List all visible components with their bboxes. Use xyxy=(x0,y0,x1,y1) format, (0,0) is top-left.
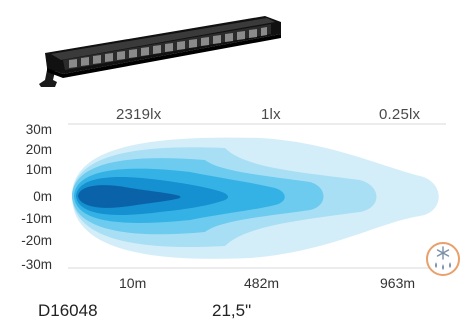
x-label-far: 963m xyxy=(380,275,416,291)
y-label-neg20: -20m xyxy=(21,233,52,248)
light-bar-image xyxy=(39,16,281,87)
y-label-10: 10m xyxy=(25,162,52,177)
lux-label-near: 2319lx xyxy=(116,106,162,123)
y-label-neg10: -10m xyxy=(21,211,52,226)
x-label-near: 10m xyxy=(119,275,147,291)
x-label-mid: 482m xyxy=(244,275,280,291)
beam-zone-core xyxy=(78,185,181,208)
y-label-30: 30m xyxy=(25,122,52,137)
product-size: 21,5" xyxy=(212,301,252,320)
y-label-20: 20m xyxy=(25,142,52,157)
lux-label-far: 0.25lx xyxy=(379,106,421,123)
product-code: D16048 xyxy=(38,301,98,320)
y-label-neg30: -30m xyxy=(21,257,52,272)
y-label-0: 0m xyxy=(33,189,52,204)
snow-rain-weather-icon xyxy=(426,242,460,276)
lux-label-mid: 1lx xyxy=(261,106,281,123)
